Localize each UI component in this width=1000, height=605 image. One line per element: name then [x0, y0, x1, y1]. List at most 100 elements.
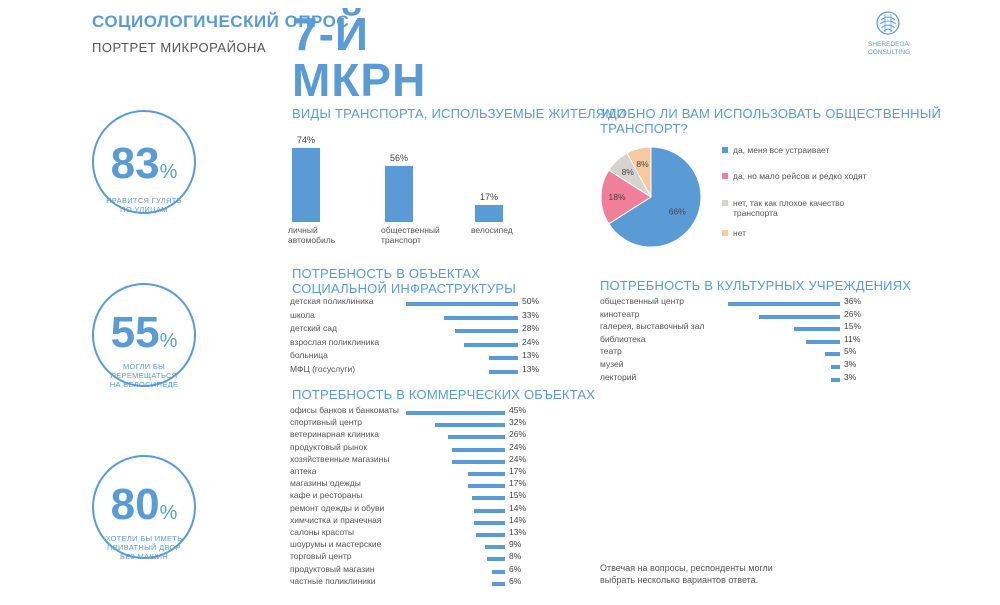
culture-value: 5%	[844, 346, 857, 357]
social-bar	[405, 302, 518, 306]
commerce-bar	[491, 581, 505, 586]
stat-circle-yard: 80% ХОТЕЛИ БЫ ИМЕТЬ ПРИВАТНЫЙ ДВОР БЕЗ М…	[92, 455, 196, 561]
culture-label: лекторий	[600, 371, 637, 382]
commerce-label: кафе и рестораны	[290, 490, 363, 501]
culture-bar	[830, 365, 840, 369]
transport-chart-title: ВИДЫ ТРАНСПОРТА, ИСПОЛЬЗУЕМЫЕ ЖИТЕЛЯМИ	[292, 106, 626, 121]
page-title: СОЦИОЛОГИЧЕСКИЙ ОПРОС	[92, 12, 350, 31]
logo-line2: CONSULTING	[868, 49, 911, 56]
culture-chart-title: ПОТРЕБНОСТЬ В КУЛЬТУРНЫХ УЧРЕЖДЕНИЯХ	[600, 278, 912, 293]
stat-value: 80	[110, 480, 160, 529]
pie-slice-yes	[608, 146, 702, 248]
social-chart-title: ПОТРЕБНОСТЬ В ОБЪЕКТАХ СОЦИАЛЬНОЙ ИНФРАС…	[292, 266, 516, 296]
commerce-value: 24%	[509, 441, 527, 452]
pie-legend-item: да, меня все устраивает	[722, 145, 892, 155]
stat-value: 55	[110, 308, 160, 357]
logo-icon	[876, 11, 900, 35]
culture-bar	[759, 314, 840, 319]
commerce-label: аптека	[290, 466, 317, 476]
social-label: детский сад	[290, 323, 337, 333]
commerce-bar	[452, 447, 505, 452]
commerce-bar	[485, 545, 505, 550]
pie-slice-label: 18%	[608, 192, 625, 202]
pie-slice-label: 66%	[669, 206, 686, 216]
social-value: 33%	[522, 309, 540, 320]
stat-value: 83	[110, 139, 160, 188]
social-value: 13%	[522, 350, 540, 360]
stat-unit: %	[159, 502, 178, 524]
pie-legend-text: нет, так как плохое качество транспорта	[733, 198, 845, 218]
culture-label: галерея, выставочный зал	[600, 321, 705, 332]
culture-label: библиотека	[600, 333, 646, 344]
commerce-value: 17%	[509, 478, 527, 489]
pie-legend-text: да, но мало рейсов и редко ходят	[733, 171, 867, 181]
commerce-value: 17%	[509, 466, 527, 476]
culture-bar	[805, 339, 840, 344]
pie-slice-label: 8%	[622, 167, 635, 177]
pie-legend-item: нет	[722, 228, 892, 238]
page-subtitle: ПОРТРЕТ МИКРОРАЙОНА	[92, 40, 267, 55]
pie-slice-no	[626, 146, 652, 198]
commerce-label: торговый центр	[290, 551, 352, 562]
social-value: 50%	[522, 296, 540, 306]
commerce-bar	[467, 472, 505, 476]
district-title-line1: 7-Й	[292, 8, 369, 60]
culture-label: музей	[600, 359, 624, 369]
transport-bar-label: личный автомобиль	[288, 225, 336, 245]
commerce-label: продуктовый рынок	[290, 441, 368, 452]
stat-caption: ХОТЕЛИ БЫ ИМЕТЬ ПРИВАТНЫЙ ДВОР БЕЗ МАШИН	[105, 534, 183, 561]
culture-value: 15%	[844, 321, 862, 332]
social-label: МФЦ (госуслуги)	[290, 363, 356, 374]
culture-value: 26%	[844, 308, 862, 319]
commerce-value: 24%	[509, 453, 527, 464]
commerce-bar	[472, 496, 505, 501]
pie-legend-item: да, но мало рейсов и редко ходят	[722, 171, 892, 181]
commerce-bar	[476, 533, 505, 537]
social-label: взрослая поликлиника	[290, 336, 380, 347]
commerce-label: химчистка и прачечная	[290, 514, 382, 525]
stat-caption: НРАВИТСЯ ГУЛЯТЬ ПО УЛИЦАМ	[106, 196, 182, 214]
pie-slice-label: 8%	[636, 159, 649, 169]
social-label: детская поликлиника	[290, 296, 374, 306]
commerce-value: 14%	[509, 514, 527, 525]
pie-chart-title: УДОБНО ЛИ ВАМ ИСПОЛЬЗОВАТЬ ОБЩЕСТВЕННЫЙ …	[600, 106, 941, 136]
pie-legend-swatch	[722, 200, 728, 206]
commerce-bar	[474, 520, 505, 525]
stat-circle-walk: 83% НРАВИТСЯ ГУЛЯТЬ ПО УЛИЦАМ	[92, 110, 196, 214]
transport-bar	[385, 166, 413, 222]
culture-bar	[830, 377, 840, 382]
commerce-value: 6%	[509, 575, 522, 586]
commerce-label: салоны красоты	[290, 527, 354, 537]
footnote: Отвечая на вопросы, респонденты могли вы…	[600, 563, 773, 585]
social-bar	[443, 315, 518, 320]
stat-unit: %	[159, 161, 178, 183]
commerce-label: ремонт одежды и обуви	[290, 502, 385, 513]
social-value: 24%	[522, 336, 540, 347]
transport-bar	[292, 148, 320, 222]
transport-bar-chart: 74% личный автомобиль 56% общественный трансп…	[280, 118, 540, 248]
commerce-label: ветеринарная клиника	[290, 429, 379, 440]
culture-value: 36%	[844, 296, 862, 306]
pie-legend-item: нет, так как плохое качество транспорта	[722, 198, 892, 218]
pie-legend-swatch	[722, 147, 728, 153]
commerce-label: продуктовый магазин	[290, 563, 375, 574]
commerce-label: спортивный центр	[290, 417, 363, 428]
transport-bar-value: 56%	[389, 153, 408, 163]
pie-legend-text: нет	[733, 228, 747, 238]
commerce-bar	[487, 557, 505, 562]
commerce-value: 6%	[509, 563, 522, 574]
culture-label: общественный центр	[600, 296, 684, 306]
district-title-line2: МКРН	[292, 54, 427, 106]
stat-unit: %	[159, 330, 178, 352]
commerce-label: частные поликлиники	[290, 575, 376, 586]
commerce-bar	[474, 508, 505, 513]
culture-value: 3%	[844, 371, 857, 382]
pie-slice-yes-but	[600, 169, 652, 225]
commerce-bar	[467, 484, 505, 489]
commerce-label: шоурумы и мастерские	[290, 539, 382, 550]
commerce-value: 32%	[509, 417, 527, 428]
pie-legend-swatch	[722, 230, 728, 236]
commerce-value: 9%	[509, 539, 522, 550]
culture-value: 3%	[844, 359, 857, 369]
stat-caption: МОГЛИ БЫ ПЕРЕМЕЩАТЬСЯ НА ВЕЛОСИПЕДЕ	[109, 362, 179, 389]
